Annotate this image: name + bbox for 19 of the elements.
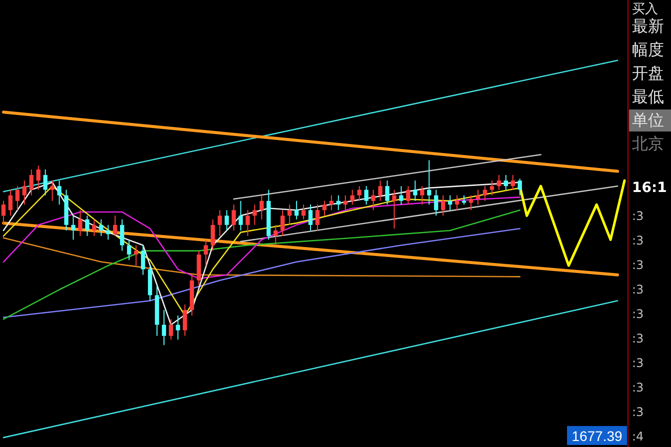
text: 1677.39 xyxy=(572,428,623,444)
text: 幅度 xyxy=(632,40,664,59)
text: :3 xyxy=(632,332,644,346)
text: 买入 xyxy=(632,2,658,17)
text: 最新 xyxy=(632,16,664,36)
text: :3 xyxy=(632,307,644,321)
text: :3 xyxy=(632,258,644,272)
text: 单位 xyxy=(632,110,664,130)
text: :3 xyxy=(632,209,644,223)
text: :3 xyxy=(632,405,644,419)
text: :3 xyxy=(632,282,644,296)
text: 北京 xyxy=(632,134,664,153)
text: :3 xyxy=(632,234,644,248)
text: 最低 xyxy=(632,87,664,106)
text: :3 xyxy=(632,356,644,370)
text: :4 xyxy=(632,430,644,444)
text: :3 xyxy=(632,380,644,394)
text: 16:1 xyxy=(632,180,667,196)
text: 开盘 xyxy=(632,64,664,82)
